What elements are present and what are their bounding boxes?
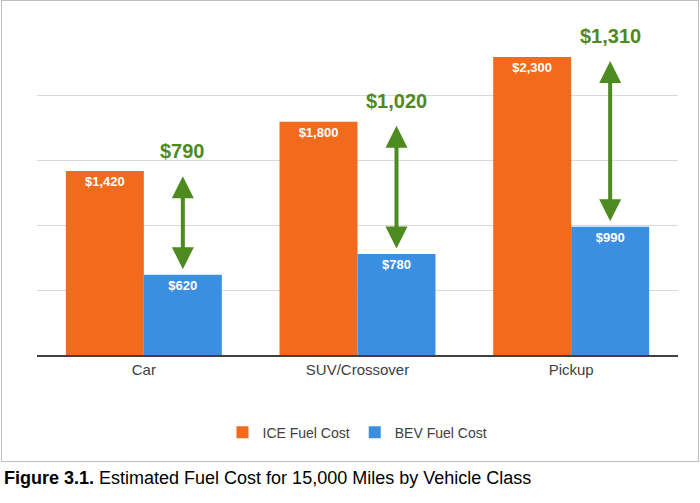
svg-text:BEV Fuel Cost: BEV Fuel Cost — [395, 425, 487, 441]
html-text:Figure 3.1. Estimated Fuel Cos: Figure 3.1. Estimated Fuel Cost for 15,0… — [4, 468, 532, 488]
svg-text:$620: $620 — [168, 278, 197, 293]
svg-text:$1,310: $1,310 — [580, 25, 641, 47]
svg-text:$990: $990 — [596, 230, 625, 245]
svg-text:$2,300: $2,300 — [512, 60, 552, 75]
svg-text:SUV/Crossover: SUV/Crossover — [306, 361, 409, 378]
svg-text:$780: $780 — [382, 257, 411, 272]
svg-text:$1,800: $1,800 — [299, 125, 339, 140]
svg-text:$790: $790 — [160, 140, 205, 162]
svg-text:Pickup: Pickup — [549, 361, 594, 378]
svg-text:$1,420: $1,420 — [85, 174, 125, 189]
svg-text:ICE Fuel Cost: ICE Fuel Cost — [263, 425, 350, 441]
svg-text:Car: Car — [132, 361, 156, 378]
svg-text:$1,020: $1,020 — [366, 90, 427, 112]
